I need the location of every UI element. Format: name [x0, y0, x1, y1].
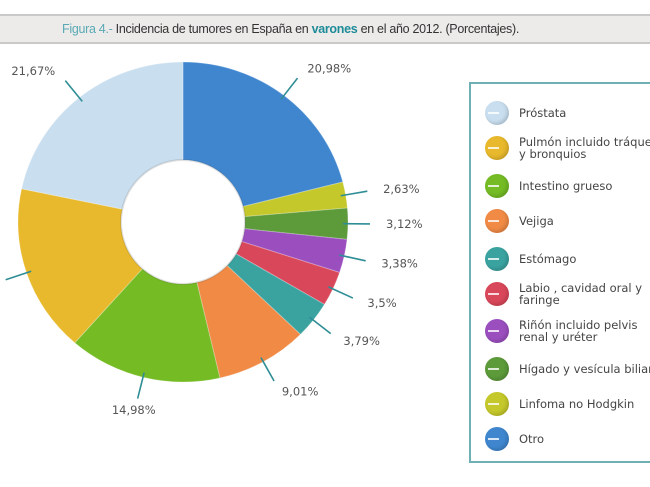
- data-label: 3,12%: [386, 217, 423, 231]
- figure-title: Figura 4.- Incidencia de tumores en Espa…: [62, 22, 519, 36]
- legend-swatch-icon: [485, 392, 509, 416]
- legend-swatch-icon: [485, 427, 509, 451]
- data-label: 9,01%: [282, 384, 319, 398]
- legend-label: Otro: [519, 432, 545, 446]
- legend-item: Estómago: [485, 247, 576, 271]
- leader-line: [280, 77, 299, 100]
- legend-label: Estómago: [519, 252, 577, 266]
- leader-line: [64, 80, 83, 102]
- title-text-end: en el año 2012. (Porcentajes).: [357, 22, 520, 36]
- leader-line: [328, 286, 354, 299]
- legend-label: Próstata: [519, 106, 567, 120]
- leader-line: [5, 270, 32, 281]
- donut-hole: [120, 159, 246, 285]
- data-label: 20,98%: [307, 62, 351, 76]
- data-label: 3,5%: [367, 296, 396, 310]
- leader-line: [340, 190, 368, 197]
- legend-swatch-icon: [485, 174, 509, 198]
- legend-label: Intestino grueso: [519, 179, 613, 193]
- leader-line: [339, 254, 366, 262]
- title-text: Incidencia de tumores en España en: [112, 22, 312, 36]
- legend-item: Próstata: [485, 101, 566, 125]
- legend-label: Riñón incluido pelvis renal y uréter: [519, 318, 638, 344]
- data-label: 3,79%: [343, 334, 380, 348]
- title-highlight: varones: [311, 22, 358, 36]
- legend-item: Intestino grueso: [485, 174, 612, 198]
- legend-swatch-icon: [485, 282, 509, 306]
- data-label: 2,63%: [383, 182, 420, 196]
- legend-swatch-icon: [485, 136, 509, 160]
- legend-swatch-icon: [485, 247, 509, 271]
- legend-item: Linfoma no Hodgkin: [485, 392, 634, 416]
- legend-label: Linfoma no Hodgkin: [519, 397, 635, 411]
- data-label: 21,67%: [11, 64, 55, 78]
- legend-swatch-icon: [485, 209, 509, 233]
- legend-swatch-icon: [485, 319, 509, 343]
- legend-swatch-icon: [485, 101, 509, 125]
- legend-item: Vejiga: [485, 209, 554, 233]
- leader-line: [308, 316, 332, 335]
- data-label: 3,38%: [381, 256, 418, 270]
- figure-number: Figura 4.-: [62, 22, 113, 36]
- legend-item: Pulmón incluido tráquea y bronquios: [485, 136, 650, 160]
- leader-line: [260, 357, 275, 382]
- legend-label: Pulmón incluido tráquea y bronquios: [519, 135, 650, 161]
- figure-title-bar: Figura 4.- Incidencia de tumores en Espa…: [0, 14, 650, 44]
- data-label: 14,98%: [112, 403, 156, 417]
- legend-item: Labio , cavidad oral y faringe: [485, 282, 642, 306]
- legend-label: Hígado y vesícula biliar: [519, 362, 650, 376]
- legend: Próstata Pulmón incluido tráquea y bronqu…: [469, 82, 650, 463]
- leader-line: [136, 372, 145, 399]
- legend-item: Otro: [485, 427, 544, 451]
- legend-item: Hígado y vesícula biliar: [485, 357, 650, 381]
- legend-swatch-icon: [485, 357, 509, 381]
- legend-item: Riñón incluido pelvis renal y uréter: [485, 319, 638, 343]
- legend-label: Labio , cavidad oral y faringe: [519, 281, 643, 307]
- legend-label: Vejiga: [519, 214, 554, 228]
